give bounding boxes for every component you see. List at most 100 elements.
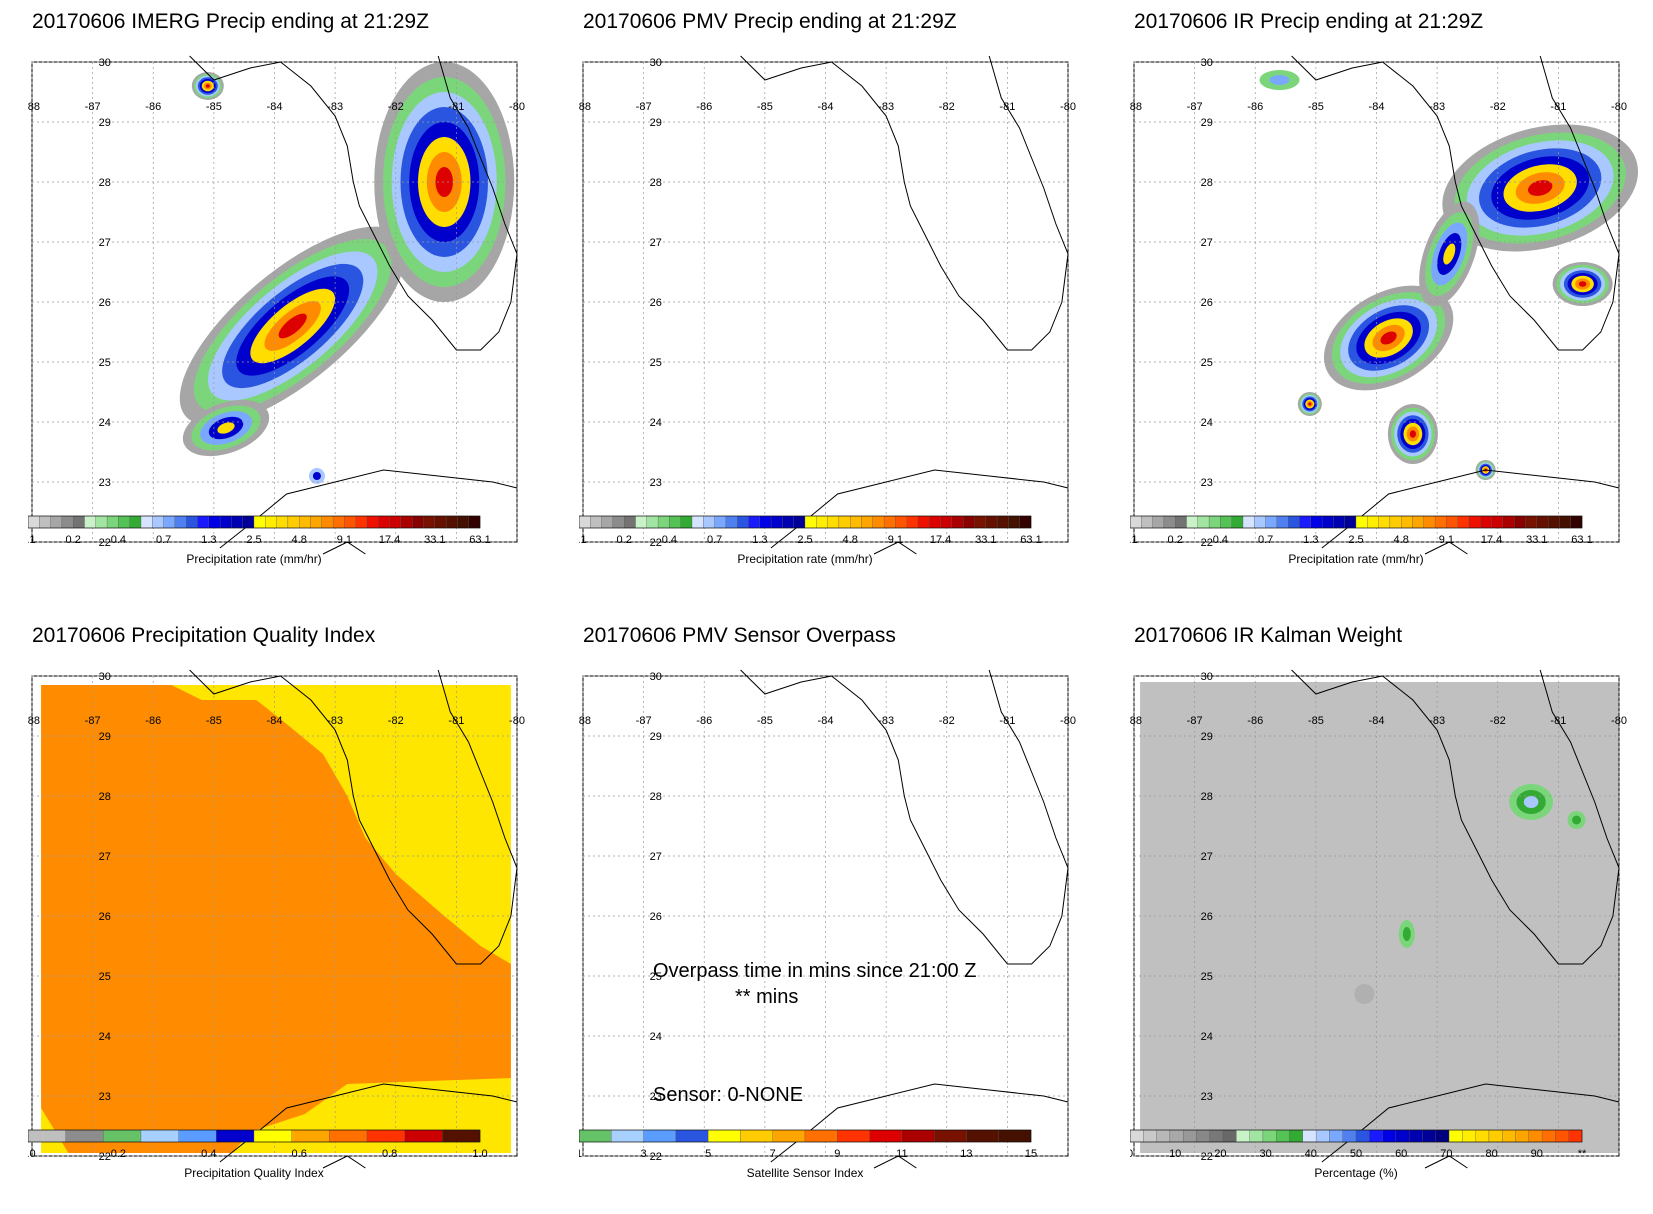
colorbar-cell	[635, 515, 647, 529]
colorbar: 0.0 0.2 0.4 0.6 0.8 1.0	[28, 1129, 488, 1160]
lon-tick-label: -87	[636, 101, 652, 113]
lat-tick-label: 28	[99, 791, 111, 803]
colorbar-cell	[1434, 515, 1447, 529]
colorbar-tick-label: 80	[1485, 1148, 1497, 1160]
lat-tick-label: 27	[1201, 851, 1213, 863]
lat-tick-label: 29	[99, 117, 111, 129]
colorbar-tick-label: 33.1	[1526, 534, 1547, 546]
colorbar-cell	[1156, 1129, 1171, 1143]
colorbar-cell	[998, 1129, 1032, 1143]
map-grid: -88 30 -87 29 -86 28 -85 27 -84 26 -83 25 -82 24 -81 23…	[579, 57, 1076, 549]
lon-tick-label: -88	[1130, 101, 1142, 113]
precip-contour	[435, 167, 453, 197]
colorbar-cell	[1395, 1129, 1410, 1143]
colorbar-cell	[643, 1129, 677, 1143]
colorbar-cell	[65, 1129, 104, 1143]
colorbar-cell	[291, 1129, 330, 1143]
lat-tick-label: 24	[1201, 1031, 1213, 1043]
precip-cell	[1259, 70, 1300, 90]
colorbar-cell	[985, 515, 998, 529]
colorbar-cell	[793, 515, 806, 529]
lat-tick-label: 23	[1201, 1091, 1213, 1103]
colorbar-tick-label: 2.5	[797, 534, 812, 546]
map-canvas: -88 30 -87 29 -86 28 -85 27 -84 26 -83 25 -82 24 -81 23…	[28, 669, 525, 1180]
colorbar-tick-label: 0.2	[111, 1148, 126, 1160]
lat-tick-label: 28	[99, 177, 111, 189]
lat-tick-label: 23	[650, 1091, 662, 1103]
lat-tick-label: 29	[1201, 117, 1213, 129]
lon-tick-label: -80	[1060, 715, 1076, 727]
colorbar-title: Precipitation rate (mm/hr)	[737, 552, 872, 566]
colorbar-cell	[1536, 515, 1549, 529]
map-canvas: -88 30 -87 29 -86 28 -85 27 -84 26 -83 25 -82 24 -81 23…	[1130, 55, 1639, 566]
panel-title: 20170606 IR Kalman Weight	[1134, 624, 1403, 647]
colorbar-cell	[1186, 515, 1198, 529]
colorbar-tick-label: 17.4	[930, 534, 951, 546]
colorbar-cell	[740, 1129, 773, 1143]
colorbar-cell	[73, 515, 85, 529]
colorbar-cell	[703, 515, 715, 529]
colorbar-cell	[253, 515, 266, 529]
lat-tick-label: 24	[650, 1031, 662, 1043]
lat-tick-label: 27	[1201, 237, 1213, 249]
colorbar-cell	[1409, 1129, 1423, 1143]
precip-contour	[1269, 75, 1290, 85]
colorbar-cell	[675, 1129, 709, 1143]
precip-cell	[182, 399, 270, 457]
lat-tick-label: 25	[1201, 357, 1213, 369]
colorbar-cell	[140, 1129, 179, 1143]
precip-contour	[1354, 984, 1375, 1004]
colorbar-cell	[219, 515, 232, 529]
colorbar-cell	[178, 1129, 217, 1143]
colorbar-cell	[1236, 1129, 1250, 1143]
colorbar-cell	[804, 1129, 838, 1143]
colorbar-tick-label: 9	[834, 1148, 840, 1160]
colorbar-cell	[1502, 1129, 1516, 1143]
colorbar-cell	[837, 1129, 870, 1143]
colorbar-cell	[1423, 515, 1436, 529]
colorbar-cell	[1488, 1129, 1503, 1143]
colorbar-cell	[216, 1129, 255, 1143]
colorbar-cell	[1475, 1129, 1490, 1143]
lon-tick-label: -81	[999, 715, 1015, 727]
lon-tick-label: -84	[267, 101, 283, 113]
colorbar-cell	[759, 515, 772, 529]
lon-tick-label: -80	[1611, 715, 1627, 727]
colorbar-cell	[1448, 1129, 1463, 1143]
lon-tick-label: -88	[579, 101, 591, 113]
colorbar-cell	[50, 515, 63, 529]
colorbar-cell	[332, 515, 345, 529]
colorbar-cell	[329, 1129, 368, 1143]
colorbar-frame	[1130, 515, 1583, 529]
panel-title: 20170606 PMV Sensor Overpass	[583, 624, 896, 647]
colorbar-cell	[933, 1129, 967, 1143]
colorbar-cell	[1276, 1129, 1290, 1143]
lon-tick-label: -80	[1060, 101, 1076, 113]
colorbar-tick-label: 60	[1395, 1148, 1407, 1160]
colorbar-cell	[344, 515, 356, 529]
lon-tick-label: -82	[939, 101, 955, 113]
lat-tick-label: 25	[650, 357, 662, 369]
colorbar-tick-label: 10	[1169, 1148, 1181, 1160]
colorbar-frame	[28, 515, 481, 529]
colorbar-cell	[1329, 1129, 1343, 1143]
colorbar-cell	[28, 515, 40, 529]
colorbar-cell	[445, 515, 458, 529]
colorbar-cell	[265, 515, 277, 529]
colorbar-tick-label: 3	[641, 1148, 647, 1160]
coast-line	[1424, 1155, 1468, 1169]
lat-tick-label: 30	[99, 57, 111, 69]
colorbar-cell	[590, 515, 602, 529]
colorbar-cell	[816, 515, 828, 529]
coast-line	[1291, 55, 1620, 351]
lon-tick-label: -87	[1187, 101, 1203, 113]
precip-contour	[1308, 402, 1312, 406]
colorbar: 13579111315	[579, 1129, 1037, 1160]
colorbar-cell	[276, 515, 289, 529]
lon-tick-label: -84	[1369, 101, 1385, 113]
lat-tick-label: 27	[650, 237, 662, 249]
lon-tick-label: -85	[1308, 715, 1324, 727]
colorbar-tick-label: 1.3	[1303, 534, 1318, 546]
colorbar-cell	[748, 515, 760, 529]
colorbar-cell	[1342, 1129, 1357, 1143]
